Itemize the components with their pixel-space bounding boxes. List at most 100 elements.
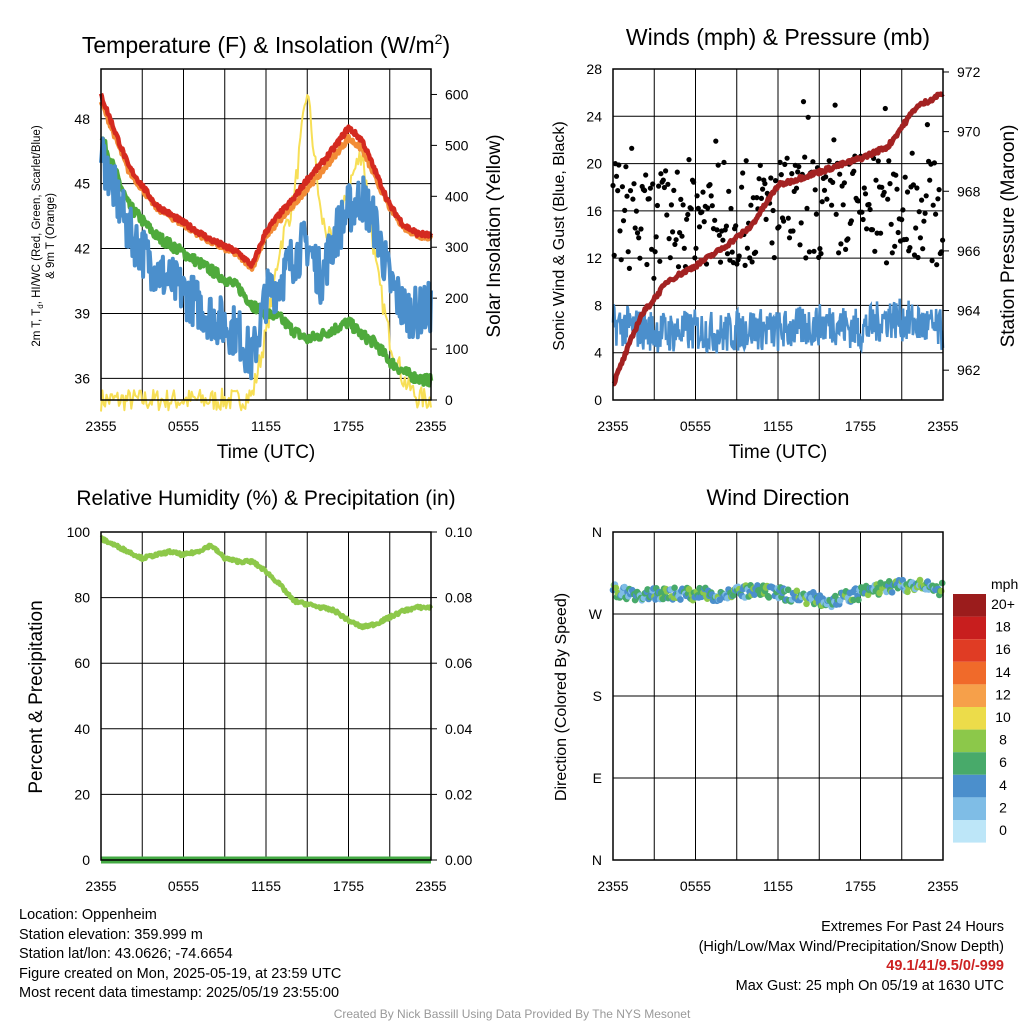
gust-point bbox=[642, 187, 648, 194]
winds-panel: Winds (mph) & Pressure (mb) Time (UTC) S… bbox=[551, 24, 1019, 463]
colorbar-label: 2 bbox=[999, 799, 1007, 815]
gust-point bbox=[771, 255, 777, 261]
gust-point bbox=[790, 228, 796, 234]
gust-point bbox=[715, 162, 721, 168]
gust-point bbox=[671, 187, 677, 193]
gust-point bbox=[622, 207, 628, 213]
y-tick-label: 20 bbox=[74, 786, 90, 802]
gust-point bbox=[823, 174, 829, 180]
colorbar-swatch bbox=[953, 729, 986, 753]
gust-point bbox=[855, 198, 862, 204]
gust-point bbox=[895, 229, 901, 236]
gust-point bbox=[935, 196, 941, 202]
extremes-info: Extremes For Past 24 Hours (High/Low/Max… bbox=[699, 918, 1004, 996]
wind-direction-point bbox=[938, 579, 946, 587]
gust-point bbox=[889, 250, 895, 256]
gust-point bbox=[674, 169, 680, 175]
colorbar-swatch bbox=[953, 639, 986, 662]
gust-point bbox=[643, 172, 649, 178]
gust-point bbox=[724, 251, 731, 257]
gust-point bbox=[913, 225, 919, 231]
colorbar-label: 8 bbox=[999, 732, 1007, 748]
wind-direction-point bbox=[612, 584, 620, 592]
gust-point bbox=[916, 209, 922, 215]
credit-line: Created By Nick Bassill Using Data Provi… bbox=[333, 1007, 691, 1021]
y2-tick-label: 0.04 bbox=[445, 721, 472, 737]
gust-point bbox=[824, 196, 830, 202]
gust-point bbox=[885, 196, 891, 202]
gust-point bbox=[833, 211, 839, 217]
wind-direction-title: Wind Direction bbox=[706, 485, 849, 510]
gust-point bbox=[664, 212, 670, 218]
y-tick-label: 36 bbox=[74, 370, 90, 386]
y-tick-label: 80 bbox=[74, 590, 90, 606]
pressure-line bbox=[611, 91, 945, 387]
gust-point bbox=[636, 235, 642, 241]
colorbar-swatch bbox=[953, 684, 986, 707]
gust-point bbox=[851, 168, 857, 174]
gust-point bbox=[668, 202, 675, 208]
gust-point bbox=[879, 184, 885, 190]
extremes-subheader: (High/Low/Max Wind/Precipitation/Snow De… bbox=[698, 938, 1004, 955]
gust-point bbox=[709, 203, 715, 209]
gust-point bbox=[864, 226, 870, 232]
gust-point bbox=[675, 264, 682, 270]
gust-point bbox=[686, 157, 692, 163]
gust-point bbox=[859, 209, 865, 215]
gust-point bbox=[840, 202, 846, 208]
y2-tick-label: 972 bbox=[957, 64, 981, 80]
gust-point bbox=[861, 185, 867, 191]
gust-point bbox=[860, 216, 866, 223]
colorbar-swatch bbox=[953, 594, 986, 617]
y-tick-label: W bbox=[589, 606, 603, 622]
gust-point bbox=[756, 176, 762, 182]
temperature-series-line bbox=[98, 92, 434, 269]
gust-point bbox=[917, 235, 924, 241]
gust-point bbox=[934, 262, 940, 268]
y-tick-label: 28 bbox=[586, 61, 602, 77]
station-info: Location: Oppenheim Station elevation: 3… bbox=[19, 906, 341, 1004]
x-tick-label: 2355 bbox=[415, 878, 446, 894]
gust-point bbox=[681, 245, 687, 251]
extremes-values: 49.1/41/9.5/0/-999 bbox=[886, 958, 1004, 974]
gust-point bbox=[736, 253, 742, 259]
gust-point bbox=[927, 177, 933, 183]
wind-direction-point bbox=[855, 596, 862, 604]
gust-point bbox=[812, 187, 818, 193]
wind-direction-point bbox=[765, 594, 773, 601]
temperature-series-line bbox=[99, 136, 433, 381]
y-tick-label: N bbox=[592, 524, 602, 540]
gust-point bbox=[696, 224, 703, 230]
gust-point bbox=[757, 162, 763, 168]
gust-point bbox=[646, 196, 652, 202]
gust-point bbox=[930, 202, 936, 208]
gust-point bbox=[831, 137, 837, 143]
gust-point bbox=[894, 186, 900, 192]
y2-tick-label: 400 bbox=[445, 188, 469, 204]
y-tick-label: 16 bbox=[586, 203, 602, 219]
gust-point bbox=[644, 261, 650, 268]
gust-point bbox=[693, 245, 699, 251]
gust-point bbox=[919, 197, 925, 203]
gust-point bbox=[805, 114, 811, 120]
gust-point bbox=[620, 218, 627, 224]
temperature-y-label-left-2: & 9m T (Orange) bbox=[45, 193, 57, 279]
gust-point bbox=[768, 175, 774, 181]
gust-point bbox=[694, 193, 700, 199]
gust-point bbox=[784, 155, 790, 161]
gust-point bbox=[806, 249, 813, 255]
gust-point bbox=[826, 158, 832, 164]
wind-direction-point bbox=[677, 596, 684, 603]
gust-point bbox=[798, 220, 804, 226]
gust-point bbox=[739, 184, 745, 190]
gust-point bbox=[680, 202, 686, 208]
gust-point bbox=[713, 138, 719, 144]
gust-point bbox=[667, 255, 673, 261]
gust-point bbox=[817, 246, 823, 252]
gust-point bbox=[632, 225, 638, 231]
y-tick-label: 0 bbox=[82, 852, 90, 868]
y2-tick-label: 0.08 bbox=[445, 590, 472, 606]
speed-colorbar: 20+ 18 16 14 12 10 8 6 4 2 0 bbox=[953, 594, 1015, 843]
